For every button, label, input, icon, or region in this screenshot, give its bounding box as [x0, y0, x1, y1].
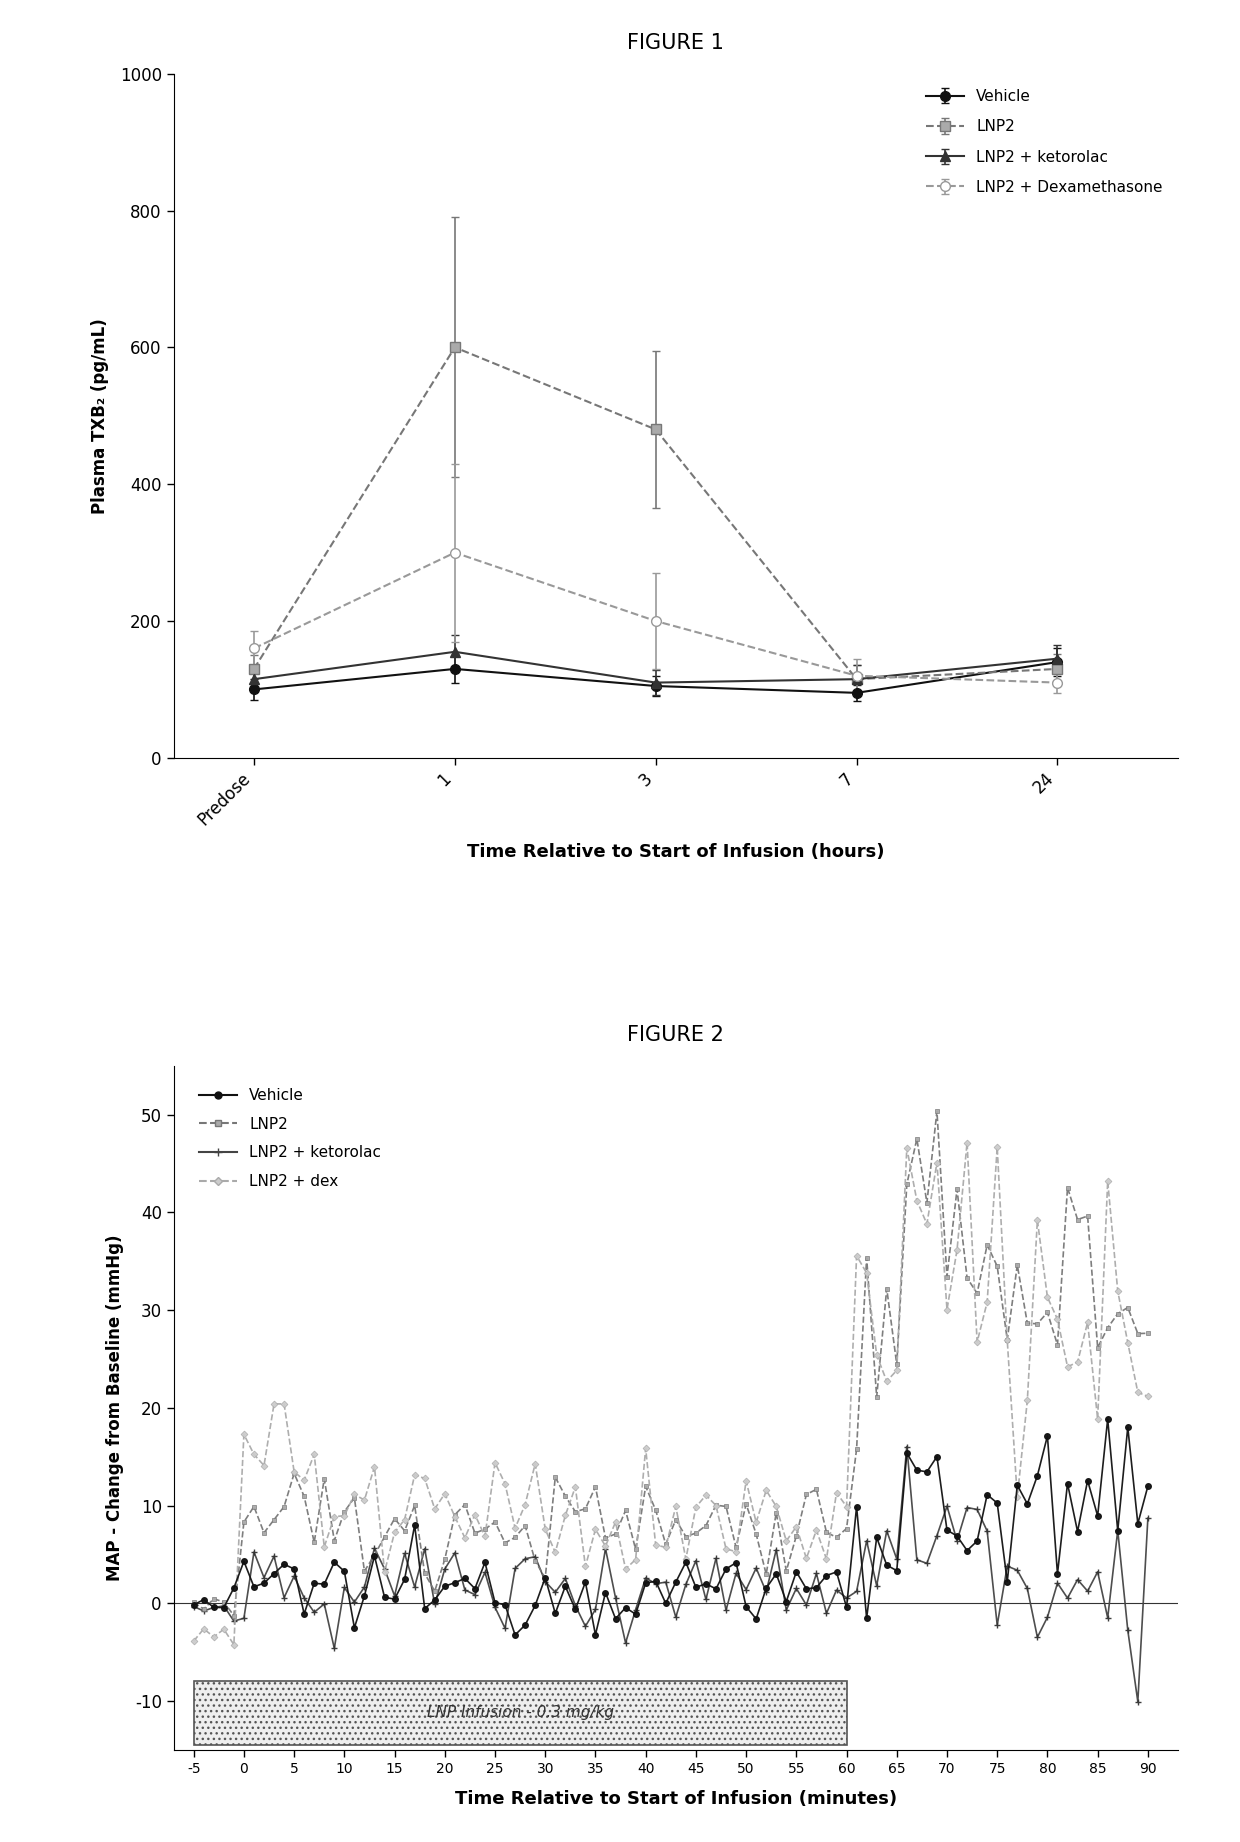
Vehicle [458, 1568, 472, 1590]
Y-axis label: Plasma TXB₂ (pg/mL): Plasma TXB₂ (pg/mL) [91, 319, 109, 514]
LNP2 [608, 1523, 622, 1545]
Vehicle [708, 1579, 723, 1601]
LNP2 + ketorolac [1070, 1569, 1085, 1591]
X-axis label: Time Relative to Start of Infusion (minutes): Time Relative to Start of Infusion (minu… [455, 1790, 897, 1807]
LNP2 + ketorolac [186, 1595, 201, 1617]
Legend: Vehicle, LNP2, LNP2 + ketorolac, LNP2 + Dexamethasone: Vehicle, LNP2, LNP2 + ketorolac, LNP2 + … [918, 81, 1171, 203]
LNP2 [678, 1525, 693, 1547]
LNP2 + dex [960, 1131, 975, 1153]
Line: LNP2 + ketorolac: LNP2 + ketorolac [190, 1442, 1152, 1706]
LNP2 + ketorolac [458, 1579, 472, 1601]
Bar [193, 1682, 847, 1744]
LNP2 + ketorolac [1141, 1507, 1156, 1529]
LNP2 + ketorolac [317, 1593, 332, 1615]
LNP2 [1141, 1323, 1156, 1345]
Vehicle [608, 1608, 622, 1630]
LNP2 + ketorolac [1131, 1691, 1146, 1713]
Vehicle [1141, 1475, 1156, 1498]
LNP2 + dex [467, 1503, 482, 1525]
Vehicle [317, 1573, 332, 1595]
Vehicle [678, 1551, 693, 1573]
Line: LNP2 + dex: LNP2 + dex [191, 1140, 1151, 1647]
Line: Vehicle: Vehicle [191, 1416, 1151, 1638]
Vehicle [186, 1593, 201, 1615]
LNP2 + dex [678, 1547, 693, 1569]
Vehicle [1070, 1520, 1085, 1542]
LNP2 + ketorolac [698, 1588, 713, 1610]
LNP2 [227, 1604, 242, 1626]
LNP2 + dex [186, 1630, 201, 1652]
Y-axis label: MAP - Change from Baseline (mmHg): MAP - Change from Baseline (mmHg) [105, 1234, 124, 1580]
Title: FIGURE 1: FIGURE 1 [627, 33, 724, 53]
X-axis label: Time Relative to Start of Infusion (hours): Time Relative to Start of Infusion (hour… [467, 844, 884, 860]
LNP2 + ketorolac [899, 1435, 914, 1457]
LNP2 + ketorolac [598, 1538, 613, 1560]
Legend: Vehicle, LNP2, LNP2 + ketorolac, LNP2 + dex: Vehicle, LNP2, LNP2 + ketorolac, LNP2 + … [191, 1079, 389, 1197]
LNP2 + ketorolac [668, 1606, 683, 1628]
LNP2 + dex [327, 1505, 342, 1527]
Text: LNP Infusion - 0.3 mg/kg: LNP Infusion - 0.3 mg/kg [427, 1706, 614, 1720]
Vehicle [507, 1625, 522, 1647]
Line: LNP2: LNP2 [191, 1109, 1151, 1617]
LNP2 [186, 1591, 201, 1614]
Vehicle [1100, 1407, 1115, 1429]
LNP2 [467, 1521, 482, 1544]
LNP2 [327, 1529, 342, 1551]
LNP2 [708, 1494, 723, 1516]
LNP2 + dex [1141, 1385, 1156, 1407]
LNP2 [1080, 1205, 1095, 1227]
Title: FIGURE 2: FIGURE 2 [627, 1024, 724, 1044]
LNP2 + dex [608, 1510, 622, 1533]
LNP2 + dex [708, 1494, 723, 1516]
LNP2 [930, 1100, 945, 1122]
LNP2 + dex [1080, 1312, 1095, 1334]
LNP2 + dex [227, 1634, 242, 1656]
